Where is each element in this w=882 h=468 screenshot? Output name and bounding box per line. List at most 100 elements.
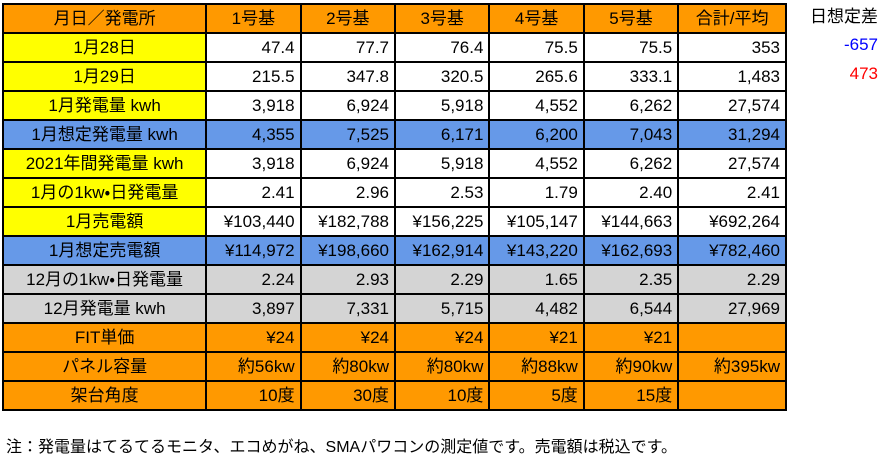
table-cell: 265.6 xyxy=(488,61,585,92)
table-cell xyxy=(677,322,787,353)
table-cell: 27,574 xyxy=(677,90,787,121)
table-row: パネル容量 約56kw 約80kw 約80kw 約88kw 約90kw 約395kw xyxy=(1,351,787,382)
table-row: 1月想定売電額 ¥114,972 ¥198,660 ¥162,914 ¥143,220 ¥… xyxy=(1,235,787,266)
table-cell: 1.79 xyxy=(488,177,585,208)
table-cell: 10度 xyxy=(393,380,491,411)
column-header-4: 4号基 xyxy=(488,3,585,34)
table-cell: 約56kw xyxy=(205,351,302,382)
table-cell: 15度 xyxy=(582,380,680,411)
table-cell: ¥182,788 xyxy=(299,206,397,237)
table-cell: 2.53 xyxy=(393,177,491,208)
table-cell: ¥782,460 xyxy=(677,235,787,266)
row-label: 1月売電額 xyxy=(1,206,208,237)
row-label: 12月発電量 kwh xyxy=(1,293,208,324)
table-cell: 4,355 xyxy=(205,119,302,150)
row-label: パネル容量 xyxy=(1,351,208,382)
table-cell: 2.24 xyxy=(205,264,302,295)
table-cell: ¥24 xyxy=(393,322,491,353)
column-header-1: 1号基 xyxy=(205,3,302,34)
table-cell: 47.4 xyxy=(205,32,302,63)
row-label: 1月の1kw・日発電量 xyxy=(1,177,208,208)
table-cell: 2.41 xyxy=(205,177,302,208)
table-row: 1月想定発電量 kwh 4,355 7,525 6,171 6,200 7,043 31,2… xyxy=(1,119,787,150)
table-cell: 5,715 xyxy=(393,293,491,324)
column-header-5: 5号基 xyxy=(582,3,680,34)
table-cell: 2.93 xyxy=(299,264,397,295)
table-cell: 2.41 xyxy=(677,177,787,208)
table-cell: 10度 xyxy=(205,380,302,411)
table-cell: 1.65 xyxy=(488,264,585,295)
table-header-row: 月日／発電所 1号基 2号基 3号基 4号基 5号基 合計/平均 xyxy=(1,3,787,34)
table-cell: 4,552 xyxy=(488,90,585,121)
table-cell: ¥143,220 xyxy=(488,235,585,266)
row-label: 1月29日 xyxy=(1,61,208,92)
row-label: 1月想定売電額 xyxy=(1,235,208,266)
row-label: 12月の1kw・日発電量 xyxy=(1,264,208,295)
table-cell: 約90kw xyxy=(582,351,680,382)
power-generation-table: 月日／発電所 1号基 2号基 3号基 4号基 5号基 合計/平均 1月28日 47.4 77.7 7… xyxy=(1,3,787,411)
table-cell: 76.4 xyxy=(393,32,491,63)
table-cell: 6,262 xyxy=(582,90,680,121)
column-header-2: 2号基 xyxy=(299,3,397,34)
table-cell: ¥24 xyxy=(299,322,397,353)
row-label: FIT単価 xyxy=(1,322,208,353)
table-cell: 約88kw xyxy=(488,351,585,382)
table-cell: 3,918 xyxy=(205,90,302,121)
table-cell: 6,262 xyxy=(582,148,680,179)
table-cell: ¥24 xyxy=(205,322,302,353)
row-label: 1月発電量 kwh xyxy=(1,90,208,121)
table-footnote: 注：発電量はてるてるモニタ、エコめがね、SMAパワコンの測定値です。売電額は税込… xyxy=(6,439,677,456)
table-cell: 6,200 xyxy=(488,119,585,150)
daily-estimate-diff-column: 日想定差 -657 473 xyxy=(792,3,880,88)
table-cell: 約80kw xyxy=(299,351,397,382)
table-cell: 7,525 xyxy=(299,119,397,150)
table-cell: 7,043 xyxy=(582,119,680,150)
table-cell: 75.5 xyxy=(488,32,585,63)
table-cell: 約80kw xyxy=(393,351,491,382)
table-row: 12月の1kw・日発電量 2.24 2.93 2.29 1.65 2.35 2.29 xyxy=(1,264,787,295)
table-cell: ¥21 xyxy=(582,322,680,353)
table-cell: 31,294 xyxy=(677,119,787,150)
table-row: 1月28日 47.4 77.7 76.4 75.5 75.5 353 xyxy=(1,32,787,63)
row-label: 架台角度 xyxy=(1,380,208,411)
table-cell: ¥105,147 xyxy=(488,206,585,237)
table-row: 架台角度 10度 30度 10度 5度 15度 xyxy=(1,380,787,411)
table-cell: 3,897 xyxy=(205,293,302,324)
table-cell: ¥103,440 xyxy=(205,206,302,237)
table-cell: ¥162,693 xyxy=(582,235,680,266)
table-cell: 4,482 xyxy=(488,293,585,324)
table-cell: 2.40 xyxy=(582,177,680,208)
table-cell: ¥198,660 xyxy=(299,235,397,266)
table-cell: 320.5 xyxy=(393,61,491,92)
table-cell: ¥692,264 xyxy=(677,206,787,237)
table-cell: 30度 xyxy=(299,380,397,411)
table-row: 1月の1kw・日発電量 2.41 2.96 2.53 1.79 2.40 2.41 xyxy=(1,177,787,208)
daily-estimate-diff-header: 日想定差 xyxy=(810,7,878,26)
table-cell: 347.8 xyxy=(299,61,397,92)
table-cell: 5,918 xyxy=(393,90,491,121)
table-cell: 5,918 xyxy=(393,148,491,179)
table-cell: 6,924 xyxy=(299,90,397,121)
table-row: 2021年間発電量 kwh 3,918 6,924 5,918 4,552 6,262 27… xyxy=(1,148,787,179)
table-cell: ¥21 xyxy=(488,322,585,353)
column-header-6: 合計/平均 xyxy=(677,3,787,34)
table-cell: 約395kw xyxy=(677,351,787,382)
row-label: 2021年間発電量 kwh xyxy=(1,148,208,179)
table-row: FIT単価 ¥24 ¥24 ¥24 ¥21 ¥21 xyxy=(1,322,787,353)
column-header-3: 3号基 xyxy=(393,3,491,34)
table-cell: 6,544 xyxy=(582,293,680,324)
table-cell: 2.35 xyxy=(582,264,680,295)
column-header-label: 月日／発電所 xyxy=(1,3,208,34)
table-cell: 27,969 xyxy=(677,293,787,324)
table-cell xyxy=(677,380,787,411)
daily-estimate-diff-value: 473 xyxy=(849,64,878,83)
table-cell: 5度 xyxy=(488,380,585,411)
table-cell: 2.96 xyxy=(299,177,397,208)
table-cell: ¥144,663 xyxy=(582,206,680,237)
table-cell: 27,574 xyxy=(677,148,787,179)
daily-estimate-diff-value: -657 xyxy=(843,35,878,54)
table-cell: 333.1 xyxy=(582,61,680,92)
table-row: 1月売電額 ¥103,440 ¥182,788 ¥156,225 ¥105,147 ¥14… xyxy=(1,206,787,237)
table-cell: 2.29 xyxy=(393,264,491,295)
